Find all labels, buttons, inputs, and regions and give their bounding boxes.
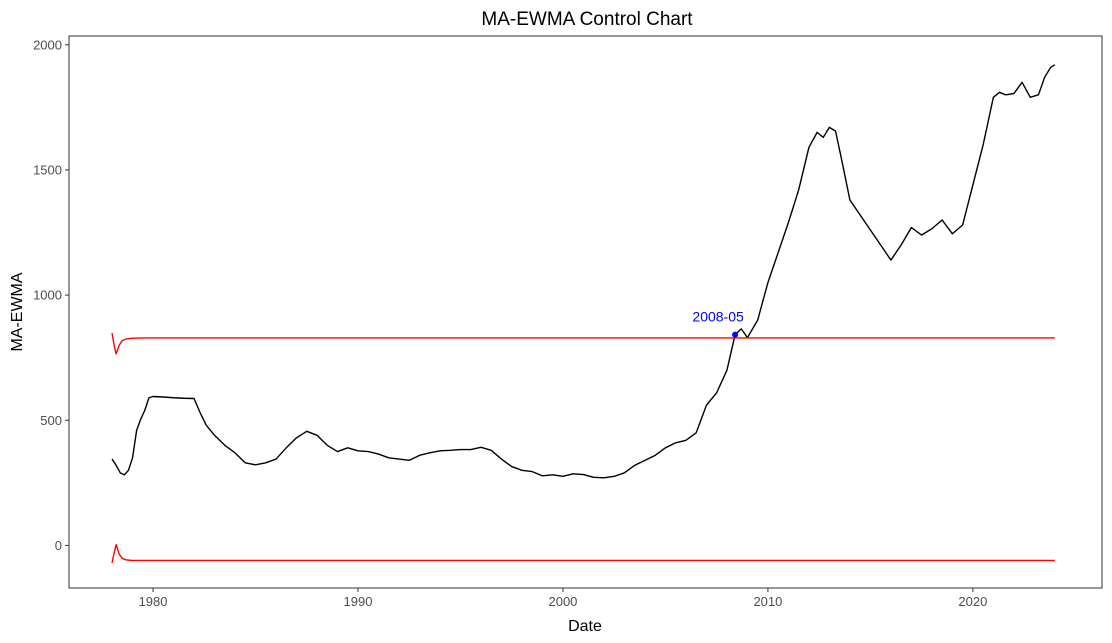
plot-frame xyxy=(68,35,1103,589)
x-axis-title: Date xyxy=(568,618,602,635)
y-tick-label: 0 xyxy=(55,538,62,553)
y-tick-label: 1000 xyxy=(33,288,62,303)
lower-control-limit-line xyxy=(111,543,1055,564)
x-tick-label: 2000 xyxy=(548,594,577,609)
x-tick-label: 2010 xyxy=(753,594,782,609)
upper-control-limit-line xyxy=(111,333,1055,355)
plot-lines xyxy=(111,64,1056,564)
y-axis: 0 500 1000 1500 2000 xyxy=(33,37,69,553)
ma-ewma-line xyxy=(111,64,1056,479)
chart-title: MA-EWMA Control Chart xyxy=(481,9,693,30)
y-tick-label: 1500 xyxy=(33,162,62,177)
y-tick-label: 2000 xyxy=(33,37,62,52)
annotations: 2008-05 xyxy=(692,309,744,338)
x-axis: 1980 1990 2000 2010 2020 xyxy=(139,588,987,609)
signal-label: 2008-05 xyxy=(692,309,744,325)
x-tick-label: 1990 xyxy=(344,594,373,609)
y-tick-label: 500 xyxy=(40,413,62,428)
signal-point xyxy=(732,331,739,338)
x-tick-label: 2020 xyxy=(958,594,987,609)
x-tick-label: 1980 xyxy=(139,594,168,609)
y-axis-title: MA-EWMA xyxy=(9,272,26,351)
